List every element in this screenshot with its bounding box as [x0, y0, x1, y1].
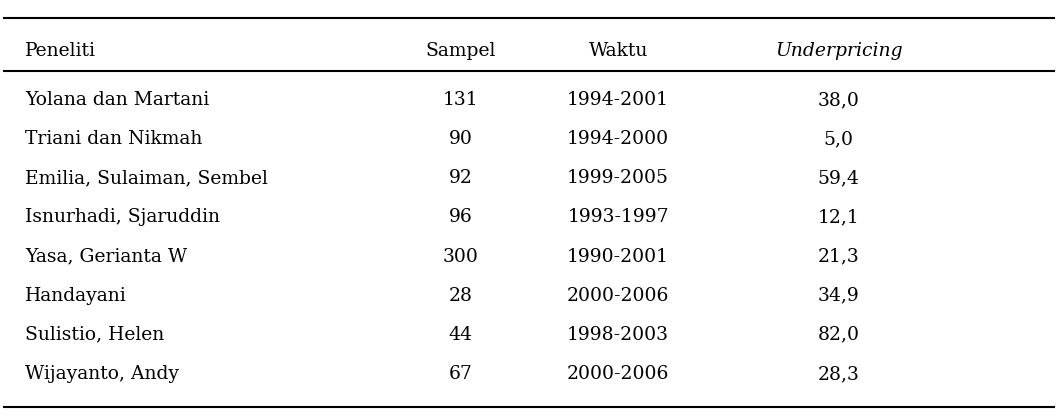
- Text: Yolana dan Martani: Yolana dan Martani: [25, 91, 209, 109]
- Text: 1999-2005: 1999-2005: [567, 169, 670, 187]
- Text: 44: 44: [449, 326, 473, 344]
- Text: 300: 300: [443, 248, 478, 265]
- Text: 1994-2001: 1994-2001: [567, 91, 670, 109]
- Text: Emilia, Sulaiman, Sembel: Emilia, Sulaiman, Sembel: [25, 169, 268, 187]
- Text: Triani dan Nikmah: Triani dan Nikmah: [25, 130, 202, 148]
- Text: 28,3: 28,3: [818, 365, 859, 383]
- Text: 92: 92: [449, 169, 473, 187]
- Text: 12,1: 12,1: [818, 208, 859, 226]
- Text: 38,0: 38,0: [818, 91, 859, 109]
- Text: Wijayanto, Andy: Wijayanto, Andy: [25, 365, 179, 383]
- Text: Isnurhadi, Sjaruddin: Isnurhadi, Sjaruddin: [25, 208, 220, 226]
- Text: Sampel: Sampel: [425, 42, 496, 60]
- Text: 59,4: 59,4: [818, 169, 859, 187]
- Text: 131: 131: [443, 91, 478, 109]
- Text: Waktu: Waktu: [588, 42, 647, 60]
- Text: 34,9: 34,9: [818, 287, 859, 305]
- Text: Sulistio, Helen: Sulistio, Helen: [25, 326, 164, 344]
- Text: 82,0: 82,0: [818, 326, 860, 344]
- Text: Peneliti: Peneliti: [25, 42, 96, 60]
- Text: 90: 90: [449, 130, 473, 148]
- Text: 5,0: 5,0: [823, 130, 854, 148]
- Text: 1994-2000: 1994-2000: [567, 130, 670, 148]
- Text: 1990-2001: 1990-2001: [567, 248, 670, 265]
- Text: 2000-2006: 2000-2006: [567, 287, 670, 305]
- Text: Handayani: Handayani: [25, 287, 127, 305]
- Text: 1993-1997: 1993-1997: [567, 208, 669, 226]
- Text: 28: 28: [449, 287, 473, 305]
- Text: 67: 67: [449, 365, 473, 383]
- Text: Underpricing: Underpricing: [774, 42, 902, 60]
- Text: 2000-2006: 2000-2006: [567, 365, 670, 383]
- Text: 96: 96: [449, 208, 473, 226]
- Text: Yasa, Gerianta W: Yasa, Gerianta W: [25, 248, 187, 265]
- Text: 21,3: 21,3: [818, 248, 859, 265]
- Text: 1998-2003: 1998-2003: [567, 326, 670, 344]
